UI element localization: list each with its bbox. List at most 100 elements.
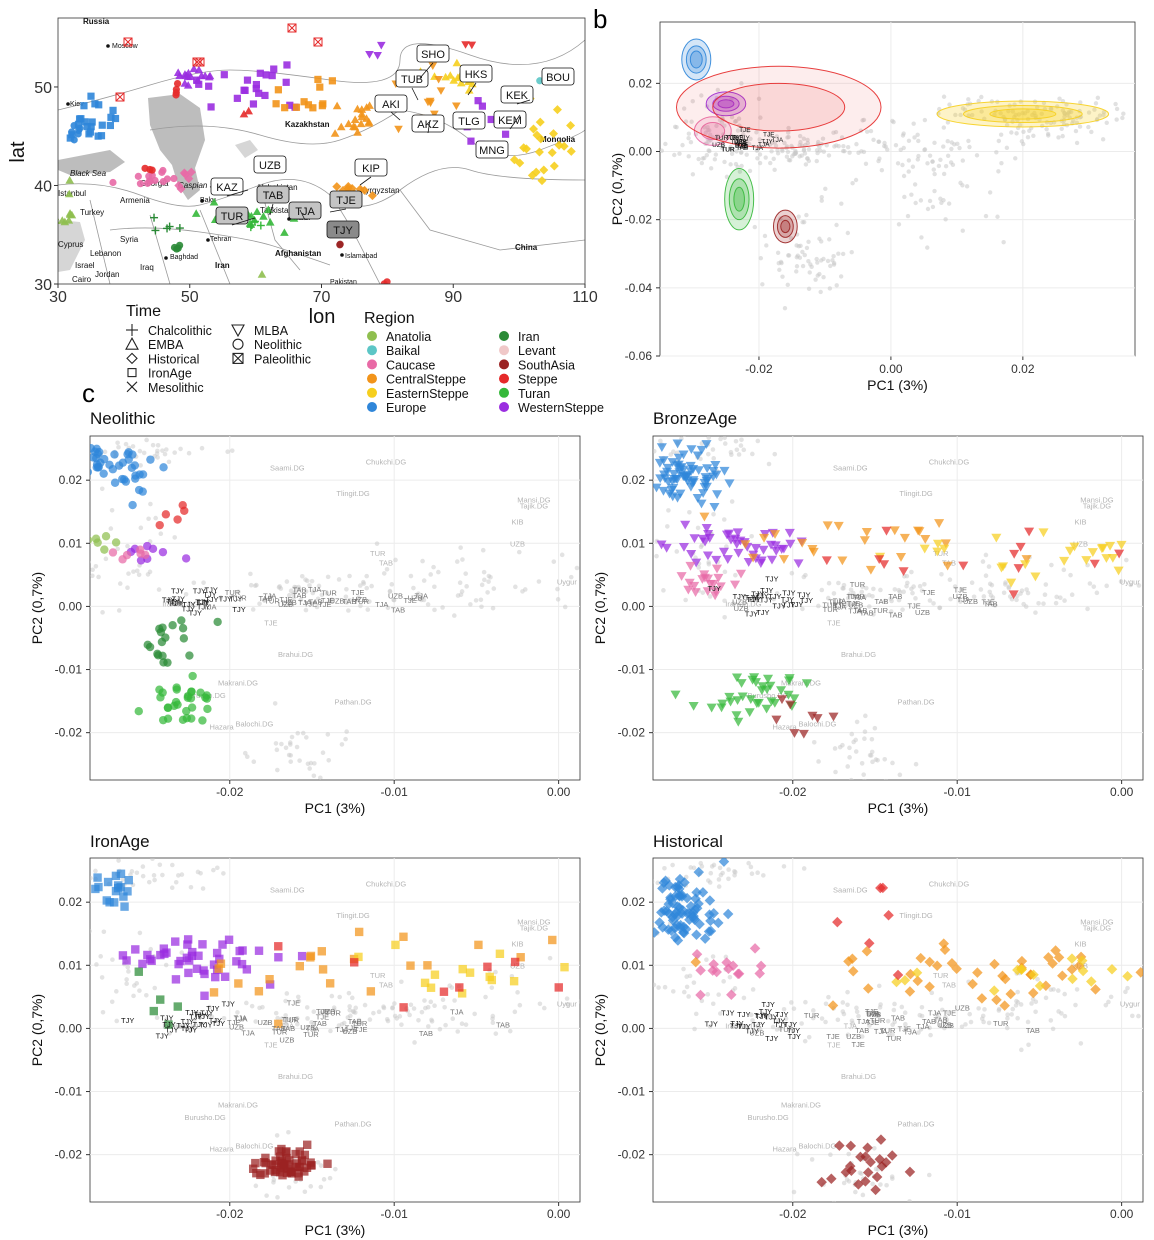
reference-point bbox=[55, 862, 60, 867]
reference-point bbox=[144, 437, 149, 443]
reference-point bbox=[164, 447, 169, 452]
reference-point bbox=[871, 612, 876, 617]
reference-point bbox=[329, 597, 335, 602]
map-sample-marker bbox=[205, 82, 213, 90]
reference-point bbox=[100, 610, 105, 615]
data-point-europe bbox=[124, 875, 133, 885]
reference-point bbox=[547, 955, 553, 961]
map-leader-line bbox=[269, 203, 274, 216]
reference-point bbox=[194, 1011, 200, 1017]
reference-point bbox=[755, 870, 760, 876]
data-point-easternsteppe bbox=[465, 968, 475, 977]
data-point-easternsteppe bbox=[457, 989, 467, 998]
data-point-westernsteppe bbox=[218, 940, 227, 949]
panel-b-reference-point bbox=[663, 141, 668, 147]
map-sample-marker bbox=[176, 184, 186, 194]
data-point-steppe bbox=[510, 957, 520, 967]
data-point-easternsteppe bbox=[988, 985, 1000, 996]
sample-label: TJE bbox=[943, 1008, 956, 1017]
panel-b-reference-point bbox=[748, 136, 753, 141]
reference-point bbox=[278, 586, 284, 591]
reference-point bbox=[574, 565, 580, 571]
panel-b-reference-point bbox=[807, 270, 812, 275]
reference-point bbox=[1033, 1009, 1038, 1015]
reference-point bbox=[674, 549, 680, 554]
data-point-centralsteppe bbox=[989, 958, 1000, 970]
panel-b-reference-point bbox=[895, 161, 901, 166]
panel-b-reference-point bbox=[949, 146, 954, 152]
reference-point bbox=[890, 1176, 895, 1181]
reference-point bbox=[721, 979, 726, 984]
panel-b-reference-point bbox=[804, 212, 809, 218]
data-point-southasia bbox=[862, 1142, 873, 1154]
map-sample-marker bbox=[268, 72, 276, 80]
sample-label: TJY bbox=[121, 1016, 134, 1025]
reference-point bbox=[1094, 590, 1100, 596]
reference-point bbox=[741, 594, 746, 599]
data-point-southasia bbox=[294, 1169, 303, 1178]
data-point-europe bbox=[99, 469, 108, 478]
panel-b-reference-point bbox=[863, 161, 869, 166]
data-point-westernsteppe bbox=[758, 545, 769, 555]
map-leader-line bbox=[509, 114, 521, 130]
reference-point bbox=[835, 1017, 841, 1023]
map-sample-marker bbox=[255, 89, 263, 97]
data-point-westernsteppe bbox=[766, 540, 777, 550]
reference-point bbox=[195, 869, 201, 875]
panel-b-reference-point bbox=[877, 156, 882, 161]
reference-point bbox=[305, 1016, 310, 1021]
data-point-europe bbox=[127, 463, 137, 473]
panel-b-reference-point bbox=[941, 144, 946, 149]
legend-time-label: EMBA bbox=[148, 338, 184, 352]
sample-label: TUR bbox=[303, 1030, 319, 1039]
reference-point bbox=[1049, 562, 1054, 568]
data-point-europe bbox=[684, 908, 695, 919]
reference-point bbox=[138, 525, 144, 531]
sample-label: TJY bbox=[764, 1012, 777, 1021]
panel-b-y-tick-label: 0.00 bbox=[629, 145, 653, 159]
reference-point bbox=[883, 778, 888, 780]
plot-area: Saami.DGTlingit.DGChukchi.DGMansi.DGTaji… bbox=[653, 436, 1142, 780]
map-leader-line bbox=[516, 99, 531, 105]
data-point-europe bbox=[705, 915, 716, 927]
reference-point bbox=[1053, 600, 1059, 606]
reference-point bbox=[309, 578, 315, 584]
reference-point bbox=[854, 1005, 859, 1011]
panel-b-reference-point bbox=[767, 133, 772, 138]
reference-point bbox=[455, 1029, 461, 1034]
map-place-label: Cyprus bbox=[58, 240, 83, 249]
panel-b-reference-point bbox=[850, 180, 855, 186]
reference-point bbox=[952, 584, 958, 589]
panel-b-density-southasia bbox=[776, 215, 794, 238]
panel-b-reference-point bbox=[758, 115, 763, 120]
map-sample-marker bbox=[244, 106, 253, 115]
reference-point bbox=[432, 607, 437, 613]
reference-point bbox=[268, 593, 273, 599]
map-leader-line bbox=[390, 111, 401, 121]
reference-point bbox=[1062, 1013, 1068, 1019]
reference-point bbox=[248, 571, 253, 577]
panel-b-reference-point bbox=[704, 152, 709, 158]
reference-point bbox=[176, 873, 181, 878]
reference-label: KIB bbox=[511, 517, 523, 526]
reference-point bbox=[783, 1016, 789, 1021]
panel-b-reference-point bbox=[686, 154, 691, 159]
sample-label: TJE bbox=[227, 1018, 240, 1027]
data-point-steppe bbox=[1089, 559, 1100, 569]
data-point-turan bbox=[783, 676, 795, 686]
map-leader-line bbox=[427, 119, 431, 134]
panel-b-reference-point bbox=[801, 136, 807, 141]
reference-point bbox=[399, 979, 404, 985]
reference-point bbox=[314, 604, 320, 610]
panel-b-reference-point bbox=[794, 264, 800, 269]
panel-b-reference-point bbox=[1001, 239, 1006, 245]
data-point-southasia bbox=[261, 1153, 270, 1163]
reference-point bbox=[922, 581, 927, 587]
black-sea bbox=[58, 150, 125, 175]
map-sample-marker bbox=[64, 216, 74, 224]
panel-b-reference-point bbox=[912, 182, 918, 187]
panel-b-reference-point bbox=[983, 213, 989, 219]
reference-point bbox=[286, 1185, 292, 1190]
panel-b-reference-point bbox=[1044, 126, 1049, 132]
reference-point bbox=[687, 973, 693, 979]
